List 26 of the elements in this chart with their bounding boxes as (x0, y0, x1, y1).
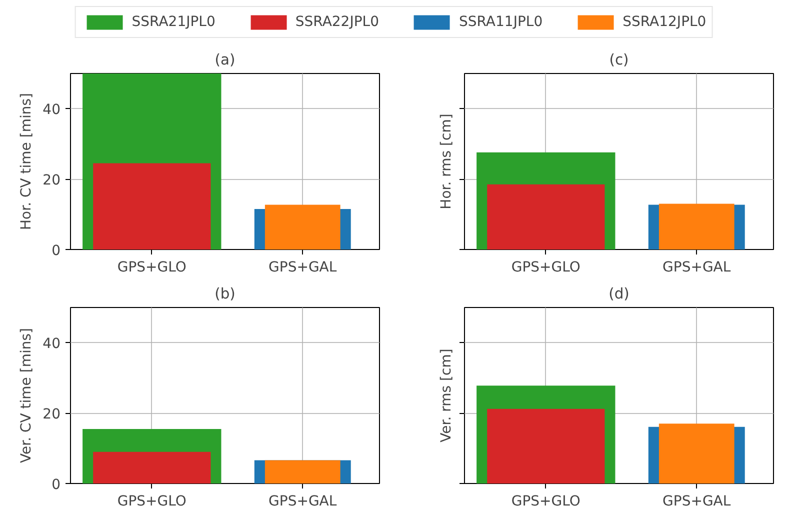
chart-title: (a) (214, 52, 236, 68)
legend-label: SSRA21JPL0 (132, 14, 216, 30)
y-axis-title: Ver. rms [cm] (438, 348, 454, 442)
legend-label: SSRA12JPL0 (622, 14, 706, 30)
y-tick-label: 40 (42, 336, 61, 352)
y-axis-title: Ver. CV time [mins] (18, 328, 35, 463)
x-tick-label: GPS+GLO (511, 494, 580, 509)
x-tick-label: GPS+GAL (268, 494, 337, 509)
chart-title: (d) (608, 286, 630, 302)
y-tick-label: 20 (42, 172, 61, 189)
chart-title: (b) (214, 286, 236, 302)
y-tick-label: 40 (42, 102, 61, 118)
chart-title: (c) (609, 52, 629, 68)
legend-label: SSRA22JPL0 (295, 14, 379, 30)
x-tick-label: GPS+GLO (117, 494, 186, 509)
y-tick-label: 0 (52, 243, 61, 259)
x-tick-label: GPS+GLO (511, 260, 580, 276)
y-axis-title: Hor. CV time [mins] (18, 93, 35, 230)
y-axis-title: Hor. rms [cm] (438, 114, 454, 210)
x-tick-label: GPS+GAL (662, 494, 731, 509)
x-tick-label: GPS+GLO (117, 260, 186, 276)
x-tick-label: GPS+GAL (268, 260, 337, 276)
y-tick-label: 20 (42, 406, 61, 423)
x-tick-label: GPS+GAL (662, 260, 731, 276)
legend-label: SSRA11JPL0 (459, 14, 543, 30)
y-tick-label: 0 (52, 477, 61, 493)
